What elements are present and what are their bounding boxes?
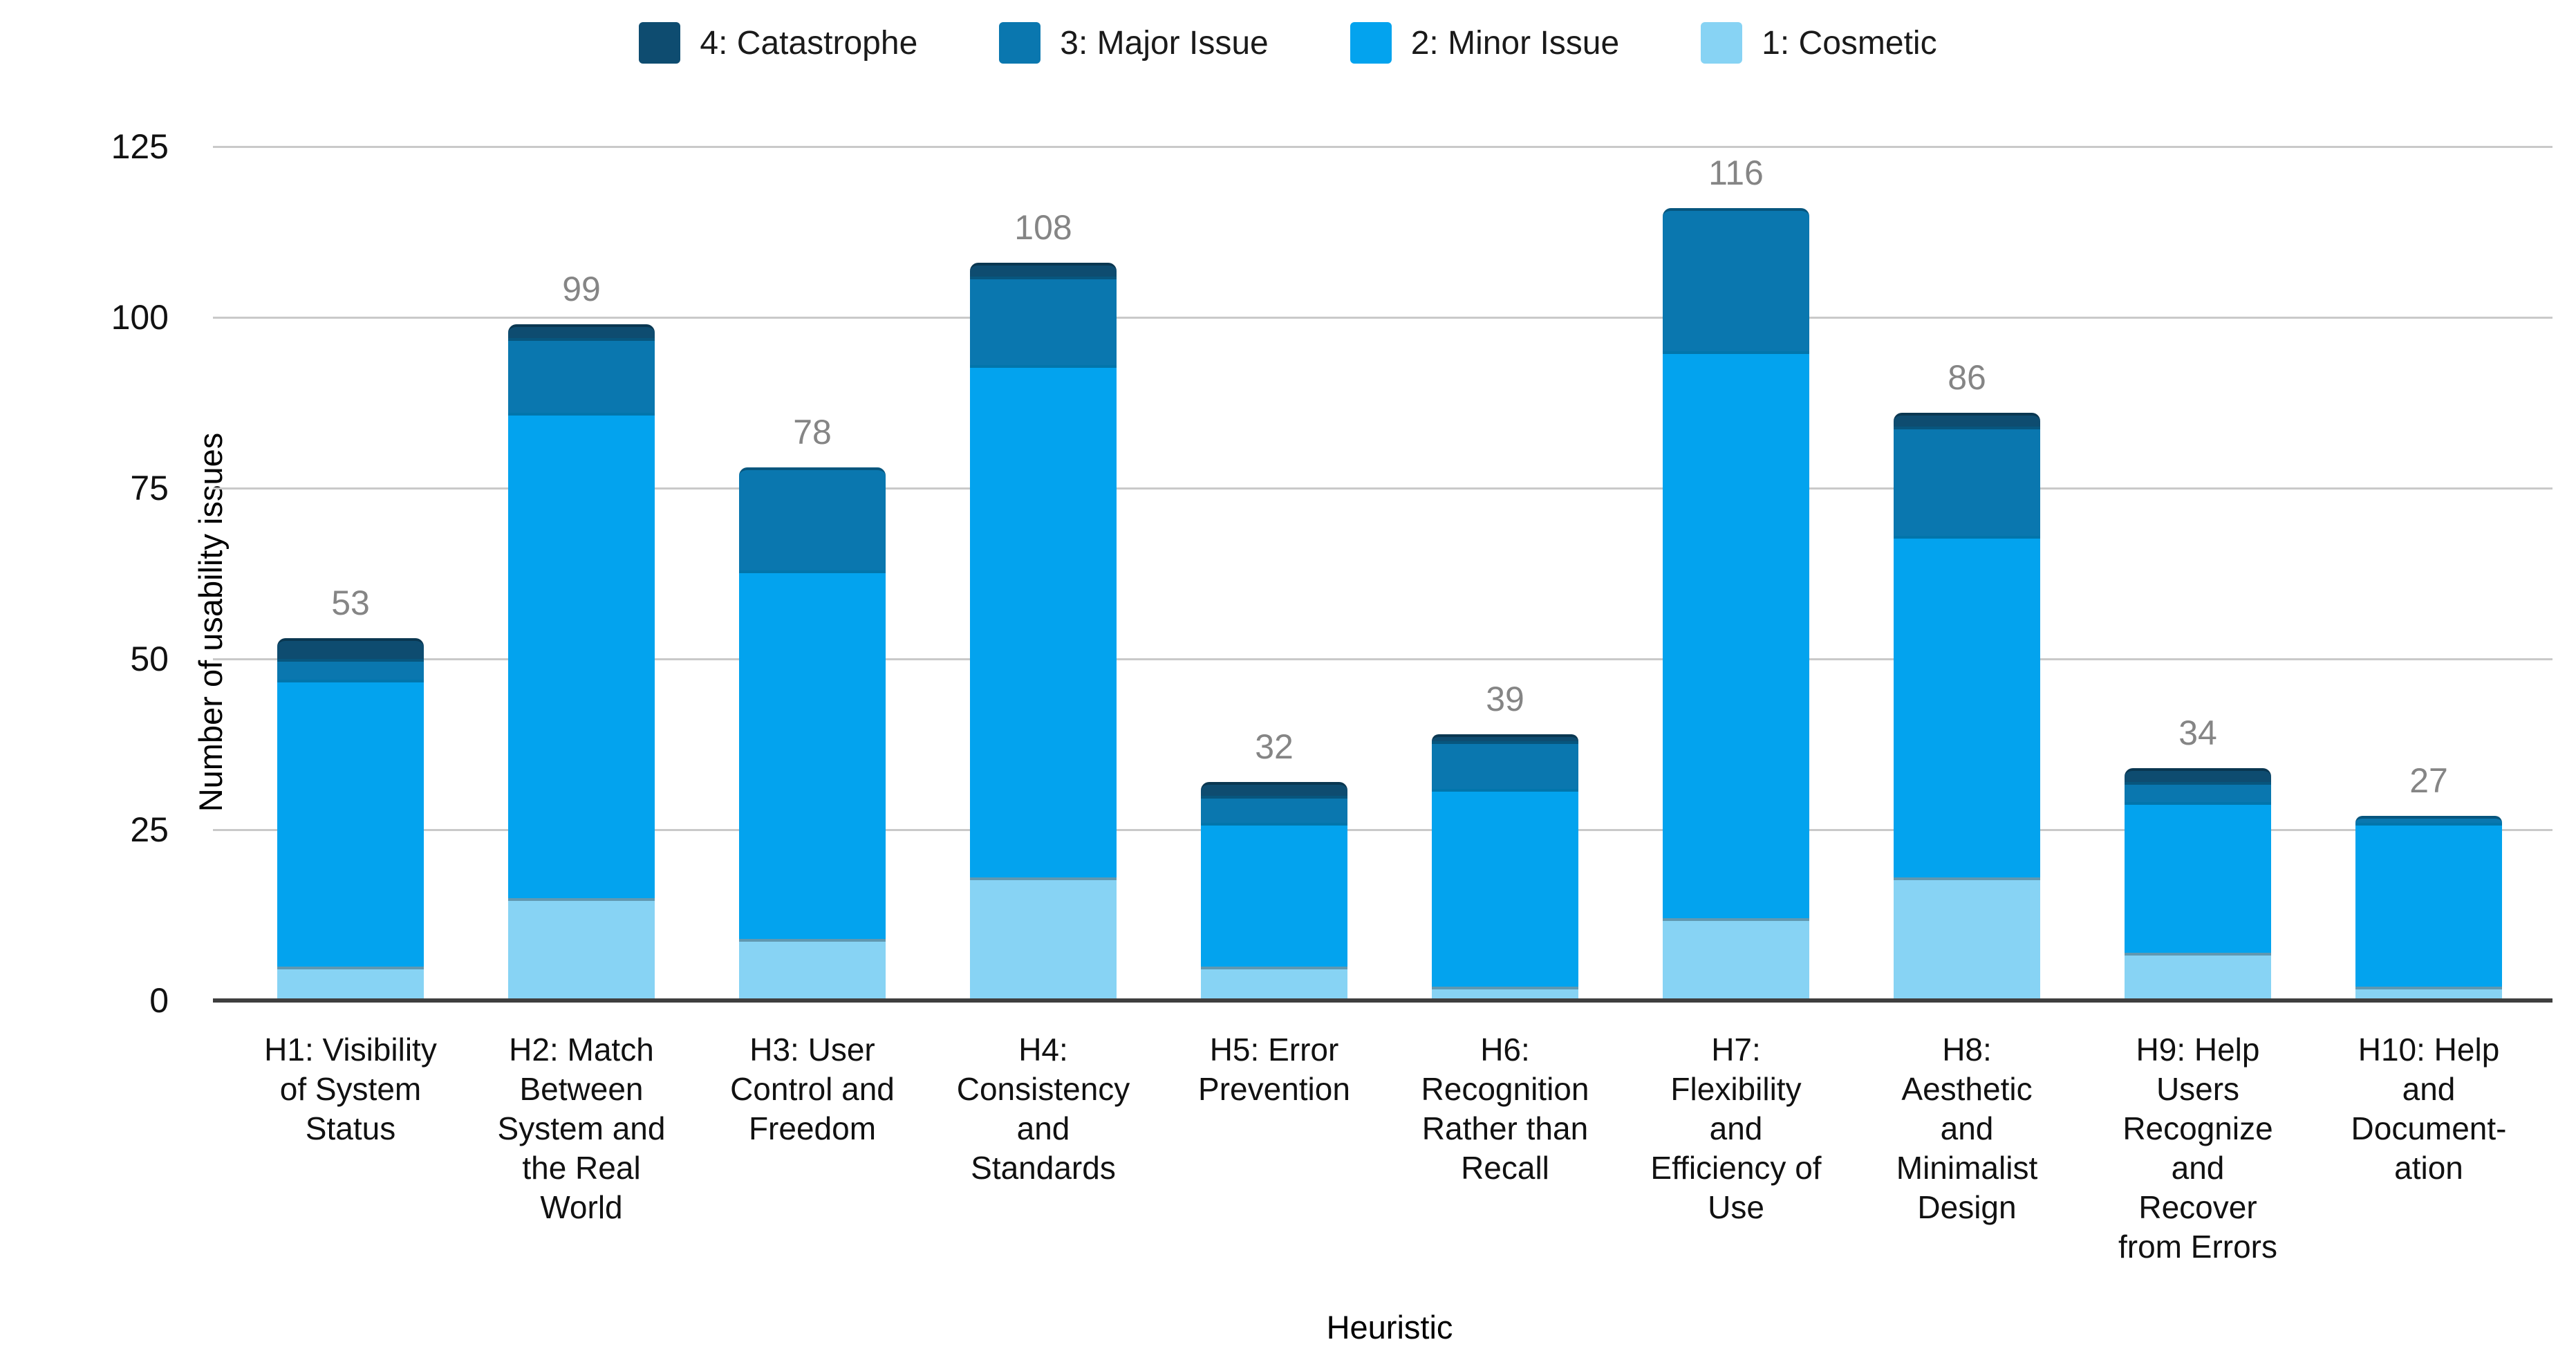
bar-stack — [1894, 413, 2040, 1000]
category-label-h4: H4: Consistency and Standards — [956, 1032, 1130, 1186]
category-label-h5: H5: Error Prevention — [1198, 1032, 1350, 1108]
legend-swatch-icon — [1701, 22, 1743, 64]
bar-segment-issue — [1432, 741, 1578, 789]
bar-segment-cosmetic — [508, 897, 655, 1000]
bar-segment-cosmetic — [1201, 966, 1347, 1000]
bar-segment-issue — [1663, 207, 1809, 352]
bar-segment-catastrophe — [1201, 781, 1347, 796]
bar-segment-issue — [1201, 795, 1347, 823]
x-axis-title: Heuristic — [1326, 1309, 1453, 1345]
bar-stack — [1663, 207, 1809, 1000]
bar-total-label: 27 — [2409, 761, 2448, 801]
category-label-h6: H6: Recognition Rather than Recall — [1421, 1032, 1589, 1186]
bar-segment-issue — [2355, 816, 2502, 823]
bar-total-label: 108 — [1014, 207, 1072, 247]
bar-segment-catastrophe — [2125, 768, 2271, 782]
y-tick-label-125: 125 — [111, 127, 169, 166]
gridline-50 — [213, 658, 2552, 660]
bar-segment-issue — [2125, 802, 2271, 953]
bar-segment-issue — [970, 365, 1117, 878]
bar-stack — [2355, 816, 2502, 1000]
legend-swatch-icon — [639, 22, 681, 64]
bar-segment-catastrophe — [1432, 734, 1578, 741]
bar-segment-issue — [739, 467, 886, 570]
bar-stack — [1201, 781, 1347, 1000]
bar-segment-cosmetic — [1663, 918, 1809, 1000]
legend-label: 3: Major Issue — [1060, 24, 1269, 62]
bar-segment-issue — [970, 276, 1117, 366]
legend-item: 2: Minor Issue — [1350, 22, 1619, 64]
bar-total-label: 78 — [793, 413, 832, 452]
y-axis-title: Number of usability issues — [192, 432, 229, 812]
bar-segment-cosmetic — [1432, 987, 1578, 1000]
bar-segment-issue — [2125, 781, 2271, 803]
legend-label: 1: Cosmetic — [1762, 24, 1937, 62]
y-tick-label-50: 50 — [130, 640, 169, 678]
bar-segment-issue — [277, 679, 424, 967]
category-label-h1: H1: Visibility of System Status — [264, 1032, 437, 1147]
bar-total-label: 116 — [1708, 153, 1764, 192]
gridline-75 — [213, 487, 2552, 490]
legend-label: 4: Catastrophe — [700, 24, 918, 62]
gridline-125 — [213, 145, 2552, 148]
bar-segment-issue — [739, 570, 886, 940]
bar-stack — [739, 467, 886, 1000]
legend-swatch-icon — [999, 22, 1041, 64]
chart-legend: 4: Catastrophe 3: Major Issue 2: Minor Iss… — [0, 22, 2576, 64]
bar-segment-cosmetic — [970, 877, 1117, 1000]
category-label-h9: H9: Help Users Recognize and Recover fro… — [2118, 1032, 2277, 1265]
legend-item: 1: Cosmetic — [1701, 22, 1937, 64]
bar-segment-issue — [1894, 536, 2040, 878]
bar-segment-catastrophe — [970, 262, 1117, 277]
bar-total-label: 99 — [562, 269, 601, 308]
category-label-h3: H3: User Control and Freedom — [730, 1032, 895, 1147]
bar-stack — [1432, 734, 1578, 1000]
bar-segment-cosmetic — [1894, 877, 2040, 1000]
bar-segment-cosmetic — [739, 939, 886, 1000]
bar-segment-issue — [508, 413, 655, 898]
bar-stack — [277, 638, 424, 1000]
x-axis-line — [213, 998, 2552, 1003]
legend-item: 4: Catastrophe — [639, 22, 917, 64]
bar-segment-issue — [1894, 427, 2040, 537]
bar-segment-issue — [508, 337, 655, 413]
legend-item: 3: Major Issue — [999, 22, 1269, 64]
bar-stack — [508, 324, 655, 1000]
legend-label: 2: Minor Issue — [1410, 24, 1620, 62]
bar-segment-cosmetic — [2355, 987, 2502, 1000]
bar-total-label: 86 — [1948, 358, 1986, 398]
bar-segment-catastrophe — [277, 638, 424, 660]
y-tick-label-75: 75 — [130, 469, 169, 507]
category-label-h7: H7: Flexibility and Efficiency of Use — [1650, 1032, 1822, 1226]
category-label-h10: H10: Help and Document- ation — [2351, 1032, 2507, 1186]
gridline-100 — [213, 316, 2552, 319]
bar-total-label: 32 — [1255, 727, 1294, 766]
bar-segment-cosmetic — [2125, 952, 2271, 1000]
legend-swatch-icon — [1350, 22, 1392, 64]
y-tick-label-100: 100 — [111, 298, 169, 337]
bar-segment-issue — [1432, 788, 1578, 987]
bar-segment-issue — [277, 659, 424, 680]
y-tick-label-25: 25 — [130, 810, 169, 849]
bar-segment-issue — [2355, 823, 2502, 987]
y-tick-label-0: 0 — [149, 981, 169, 1020]
bar-segment-catastrophe — [508, 324, 655, 338]
bar-total-label: 34 — [2178, 714, 2217, 753]
category-label-h2: H2: Match Between System and the Real Wo… — [497, 1032, 666, 1226]
bar-segment-catastrophe — [1894, 413, 2040, 427]
category-label-h8: H8: Aesthetic and Minimalist Design — [1896, 1032, 2038, 1226]
gridline-25 — [213, 828, 2552, 831]
bar-segment-issue — [1663, 351, 1809, 919]
bar-total-label: 53 — [331, 584, 370, 623]
bar-segment-issue — [1201, 823, 1347, 967]
bar-segment-cosmetic — [277, 966, 424, 1000]
bar-stack — [970, 262, 1117, 1000]
bar-stack — [2125, 768, 2271, 1000]
plot-area: 0 25 50 75 100 125 53 H1: Visibility of System … — [111, 127, 2552, 1265]
bar-total-label: 39 — [1486, 679, 1524, 718]
